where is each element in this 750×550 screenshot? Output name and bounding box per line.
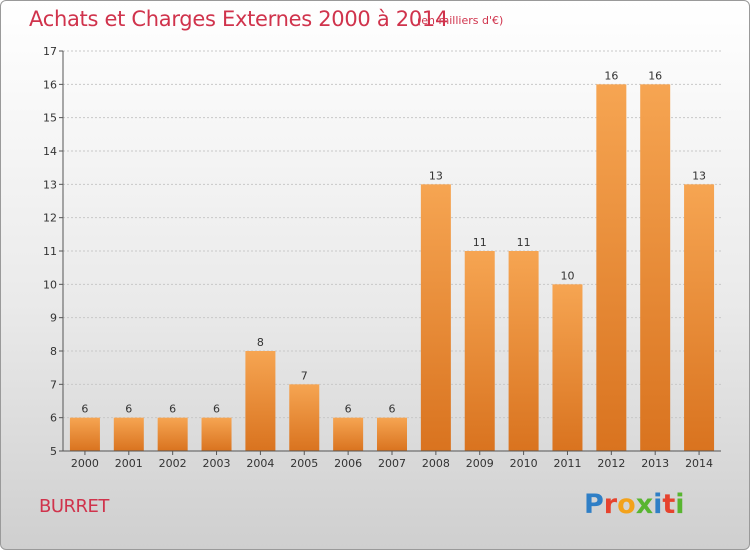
- y-tick-label: 17: [43, 45, 57, 58]
- y-tick-label: 16: [43, 78, 57, 91]
- y-tick-label: 15: [43, 112, 57, 125]
- y-tick-label: 6: [50, 412, 57, 425]
- y-tick-label: 9: [50, 312, 57, 325]
- x-tick-label: 2012: [597, 457, 625, 470]
- proxiti-logo: Proxiti: [584, 489, 685, 520]
- x-tick-label: 2001: [115, 457, 143, 470]
- logo-letter: i: [653, 489, 663, 520]
- bar-value-label: 6: [81, 403, 88, 416]
- y-tick-label: 11: [43, 245, 57, 258]
- bar: [113, 417, 144, 451]
- bar-value-label: 16: [604, 69, 618, 82]
- y-tick-label: 13: [43, 178, 57, 191]
- x-tick-label: 2007: [378, 457, 406, 470]
- bar: [201, 417, 232, 451]
- x-tick-label: 2011: [553, 457, 581, 470]
- bar-value-label: 6: [169, 403, 176, 416]
- bar: [333, 417, 364, 451]
- bar: [684, 184, 715, 452]
- bar: [552, 284, 583, 451]
- x-tick-label: 2008: [422, 457, 450, 470]
- bar-value-label: 8: [257, 336, 264, 349]
- logo-letter: P: [584, 489, 604, 520]
- y-tick-label: 10: [43, 278, 57, 291]
- bar: [69, 417, 100, 451]
- bar-value-label: 7: [301, 369, 308, 382]
- logo-letter: t: [662, 489, 676, 520]
- bar: [377, 417, 407, 451]
- chart-subtitle: (en milliers d'€): [417, 14, 504, 27]
- bar-value-label: 6: [125, 403, 132, 416]
- bar-value-label: 6: [389, 403, 396, 416]
- bar-value-label: 6: [345, 403, 352, 416]
- bar: [464, 251, 495, 451]
- bar-value-label: 11: [473, 236, 487, 249]
- bar-value-label: 13: [429, 169, 443, 182]
- x-tick-label: 2013: [641, 457, 669, 470]
- x-tick-label: 2004: [246, 457, 274, 470]
- bar-value-label: 10: [560, 269, 574, 282]
- bar: [157, 417, 188, 451]
- logo-letter: i: [675, 489, 685, 520]
- x-tick-label: 2002: [159, 457, 187, 470]
- y-tick-label: 14: [43, 145, 57, 158]
- bar-value-label: 13: [692, 169, 706, 182]
- bar-value-label: 16: [648, 69, 662, 82]
- x-tick-label: 2014: [685, 457, 713, 470]
- logo-letter: x: [635, 489, 654, 520]
- bar-value-label: 6: [213, 403, 220, 416]
- x-tick-label: 2009: [466, 457, 494, 470]
- y-tick-label: 12: [43, 212, 57, 225]
- x-tick-label: 2006: [334, 457, 362, 470]
- x-tick-label: 2000: [71, 457, 99, 470]
- bar: [420, 184, 451, 452]
- bar: [508, 251, 539, 451]
- x-tick-label: 2003: [203, 457, 231, 470]
- bar: [245, 351, 276, 451]
- logo-letter: o: [617, 489, 636, 520]
- y-tick-label: 5: [50, 445, 57, 458]
- y-tick-label: 7: [50, 378, 57, 391]
- commune-name: BURRET: [39, 496, 109, 517]
- chart-title: Achats et Charges Externes 2000 à 2014: [29, 7, 449, 31]
- x-tick-label: 2005: [290, 457, 318, 470]
- bar-value-label: 11: [517, 236, 531, 249]
- bar: [289, 384, 320, 451]
- bar: [640, 84, 671, 451]
- logo-letter: r: [603, 489, 618, 520]
- bar: [596, 84, 627, 451]
- y-tick-label: 8: [50, 345, 57, 358]
- x-tick-label: 2010: [510, 457, 538, 470]
